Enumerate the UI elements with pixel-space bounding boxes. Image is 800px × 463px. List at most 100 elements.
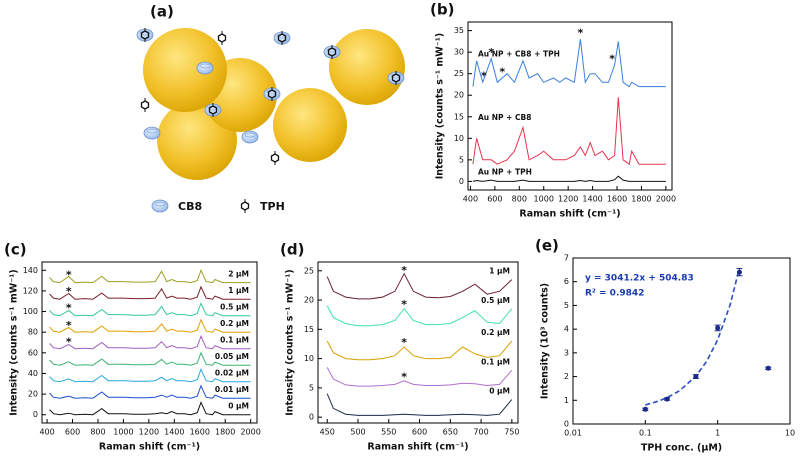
y-tick-label: 0	[33, 410, 38, 419]
peak-marker: *	[66, 268, 72, 281]
y-tick-label: 20	[304, 296, 314, 305]
y-tick-label: 5	[309, 383, 314, 392]
y-tick-label: 1	[564, 396, 569, 405]
cb8-icon	[196, 61, 214, 75]
legend-label: TPH	[260, 200, 285, 213]
series-label: Au NP + CB8 + TPH	[478, 50, 560, 59]
y-tick-label: 120	[23, 286, 38, 295]
panel-label: (c)	[4, 241, 27, 259]
data-point	[765, 365, 771, 371]
y-axis-label: Intensity (counts s⁻¹ mW⁻¹)	[285, 269, 296, 416]
peak-marker: *	[401, 264, 407, 277]
peak-marker: *	[488, 46, 494, 59]
peak-marker: *	[66, 301, 72, 314]
x-tick-label: 10	[785, 429, 795, 438]
illustration: (a) CB8 TPH	[136, 3, 405, 214]
series-label: 0.02 µM	[215, 369, 249, 378]
tph-icon	[217, 30, 227, 46]
series-label: Au NP + CB8	[478, 113, 531, 122]
y-tick-label: 25	[454, 69, 464, 78]
y-tick-label: 40	[28, 369, 38, 378]
cb8-icon	[241, 130, 259, 144]
y-tick-label: 15	[304, 325, 314, 334]
fit-r-squared: R² = 0.9842	[585, 289, 644, 299]
x-tick-label: 0.1	[639, 429, 652, 438]
y-axis-label: Intensity (10³ counts)	[540, 283, 551, 399]
peak-marker: *	[401, 298, 407, 311]
peak-marker: *	[66, 335, 72, 348]
y-axis-label: Intensity (counts s⁻¹ mW⁻¹)	[435, 33, 446, 180]
series-label: 0.5 µM	[220, 303, 249, 312]
spectrum-line	[49, 285, 251, 300]
nanoparticle	[143, 28, 227, 112]
x-tick-label: 700	[473, 428, 488, 437]
x-tick-label: 800	[512, 195, 527, 204]
spectrum-line	[49, 384, 251, 399]
peak-marker: *	[499, 65, 505, 78]
y-tick-label: 5	[459, 155, 464, 164]
series-label: 0 µM	[489, 387, 510, 396]
y-tick-label: 10	[304, 354, 314, 363]
data-point	[715, 325, 721, 331]
series-label: 0.1 µM	[220, 336, 249, 345]
series-label: 0 µM	[228, 402, 249, 411]
x-tick-label: 750	[504, 428, 519, 437]
y-tick-label: 0	[564, 420, 569, 429]
y-tick-label: 15	[454, 112, 464, 121]
x-tick-label: 400	[39, 428, 54, 437]
series-label: 0.5 µM	[481, 296, 510, 305]
y-tick-label: 100	[23, 307, 38, 316]
y-tick-label: 3	[564, 348, 569, 357]
y-tick-label: 35	[454, 26, 464, 35]
x-tick-label: 500	[350, 428, 365, 437]
series-label: 1 µM	[228, 286, 249, 295]
y-tick-label: 0	[309, 413, 314, 422]
y-tick-label: 5	[564, 301, 569, 310]
spectrum-line	[49, 334, 251, 350]
data-point	[642, 406, 648, 412]
x-tick-label: 800	[90, 428, 105, 437]
x-tick-label: 1200	[139, 428, 159, 437]
peak-marker: *	[66, 285, 72, 298]
x-tick-label: 600	[487, 195, 502, 204]
spectrum-line	[49, 367, 251, 383]
x-tick-label: 1800	[215, 428, 235, 437]
y-tick-label: 140	[23, 266, 38, 275]
panel-label: (e)	[535, 237, 559, 255]
y-tick-label: 10	[454, 134, 464, 143]
y-tick-label: 2	[564, 372, 569, 381]
x-tick-label: 1000	[113, 428, 133, 437]
spectrum-line	[326, 340, 513, 361]
nanoparticle	[273, 88, 347, 162]
series-label: 0.1 µM	[481, 357, 510, 366]
nanoparticle	[329, 29, 405, 105]
peak-marker: *	[401, 370, 407, 383]
x-tick-label: 1600	[190, 428, 210, 437]
peak-marker: *	[481, 70, 487, 83]
series-label: Au NP + TPH	[478, 167, 532, 176]
x-tick-label: 1400	[582, 195, 602, 204]
peak-marker: *	[609, 52, 615, 65]
x-tick-label: 600	[412, 428, 427, 437]
x-tick-label: 1600	[607, 195, 627, 204]
fit-equation: y = 3041.2x + 504.83	[585, 274, 694, 284]
x-tick-label: 1	[715, 429, 720, 438]
x-axis-label: Raman shift (cm⁻¹)	[99, 442, 200, 453]
x-tick-label: 550	[381, 428, 396, 437]
spectrum-line	[472, 175, 666, 182]
series-label: 0.2 µM	[481, 328, 510, 337]
spectrum-line	[326, 305, 513, 327]
legend-cb8	[151, 199, 169, 213]
peak-marker: *	[66, 319, 72, 332]
panel-label: (b)	[430, 1, 454, 19]
spectrum-line	[49, 318, 251, 333]
y-tick-label: 4	[564, 325, 569, 334]
legend-label: CB8	[178, 200, 202, 213]
x-tick-label: 1400	[164, 428, 184, 437]
x-tick-label: 650	[443, 428, 458, 437]
spectrum-line	[326, 393, 513, 416]
spectrum-line	[49, 351, 251, 366]
y-tick-label: 20	[28, 390, 38, 399]
